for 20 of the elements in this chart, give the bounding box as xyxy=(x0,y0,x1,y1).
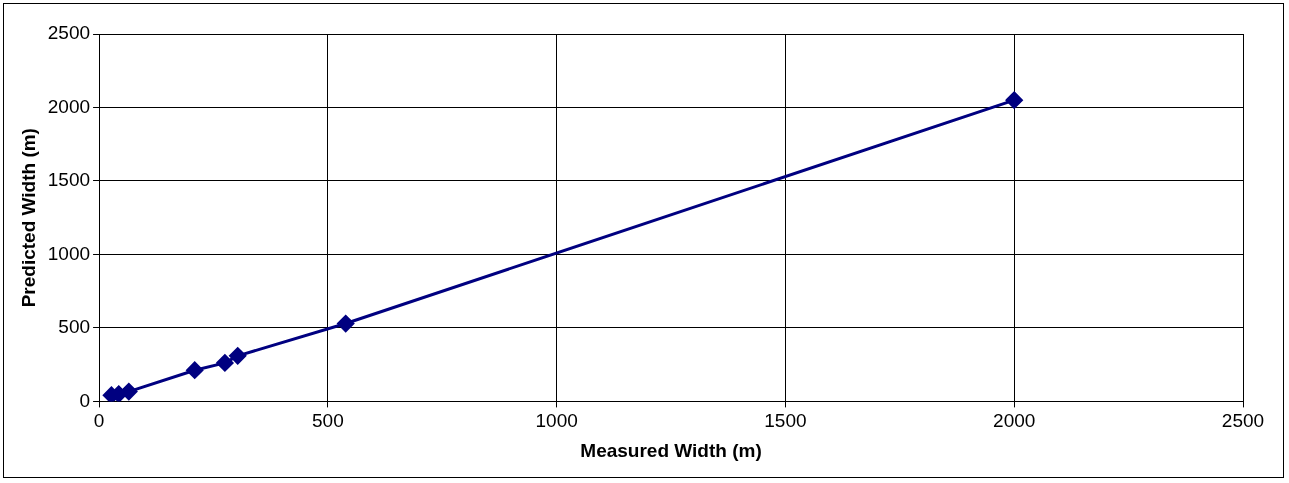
y-tick-label: 2500 xyxy=(47,22,91,44)
point xyxy=(229,347,247,365)
y-tick-label: 1000 xyxy=(47,242,91,264)
y-tick-label: 1500 xyxy=(47,169,91,191)
x-axis-title: Measured Width (m) xyxy=(580,439,762,461)
x-tick-label: 2500 xyxy=(1221,410,1265,432)
point xyxy=(1005,91,1023,109)
point xyxy=(216,354,234,372)
y-tick-label: 0 xyxy=(79,389,91,411)
x-tick-label: 500 xyxy=(312,410,344,432)
x-tick-label: 2000 xyxy=(993,410,1036,432)
x-tick-label: 1500 xyxy=(764,410,807,432)
point xyxy=(337,315,355,333)
x-tick-label: 1000 xyxy=(535,410,578,432)
point xyxy=(186,361,204,379)
y-tick-label: 500 xyxy=(58,316,91,338)
y-axis-title: Predicted Width (m) xyxy=(17,128,39,308)
y-tick-label: 2000 xyxy=(47,95,91,117)
point xyxy=(120,383,138,401)
x-tick-label: 0 xyxy=(93,410,105,432)
